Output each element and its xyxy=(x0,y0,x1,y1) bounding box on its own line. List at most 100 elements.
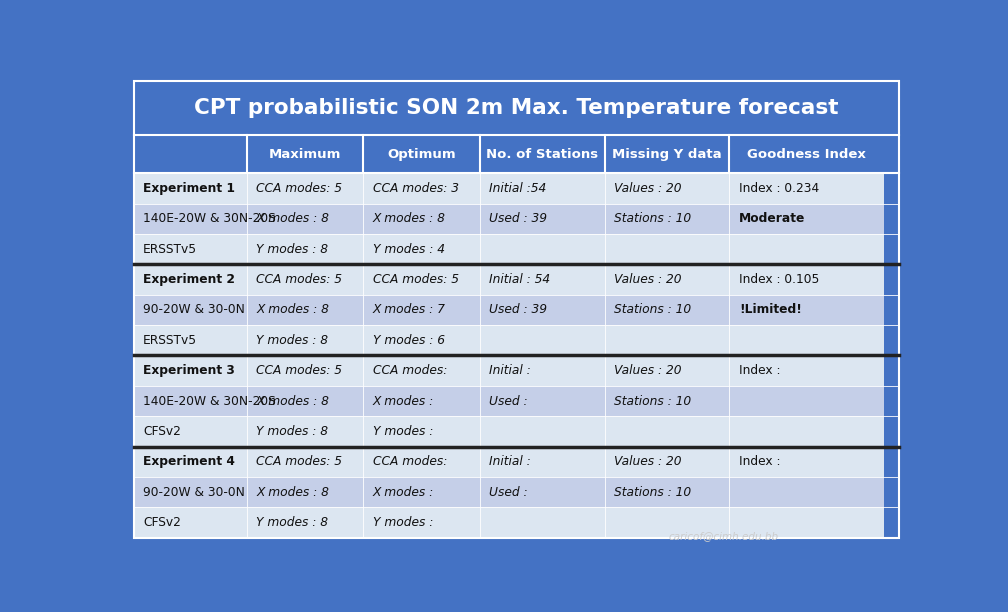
Bar xyxy=(364,264,480,295)
Text: Values : 20: Values : 20 xyxy=(614,273,681,286)
Bar xyxy=(247,325,364,356)
Bar xyxy=(134,325,247,356)
Text: Y modes : 8: Y modes : 8 xyxy=(256,334,329,347)
Bar xyxy=(364,135,480,173)
Text: Used :: Used : xyxy=(489,395,528,408)
Bar xyxy=(247,295,364,325)
Bar xyxy=(480,264,605,295)
Text: Stations : 10: Stations : 10 xyxy=(614,212,691,225)
Bar xyxy=(364,325,480,356)
Bar xyxy=(605,173,730,204)
Text: Optimum: Optimum xyxy=(387,147,456,160)
Bar xyxy=(605,477,730,507)
Text: Index :: Index : xyxy=(739,455,780,468)
Bar xyxy=(134,264,247,295)
Bar xyxy=(480,295,605,325)
Bar xyxy=(134,416,247,447)
Text: Missing Y data: Missing Y data xyxy=(612,147,722,160)
Text: CCA modes: 5: CCA modes: 5 xyxy=(256,182,343,195)
Bar xyxy=(134,135,247,173)
Bar xyxy=(247,416,364,447)
Bar xyxy=(730,416,884,447)
Text: X modes : 8: X modes : 8 xyxy=(256,395,330,408)
Text: Index : 0.234: Index : 0.234 xyxy=(739,182,820,195)
Text: Goodness Index: Goodness Index xyxy=(747,147,866,160)
Bar xyxy=(605,135,730,173)
Bar xyxy=(480,447,605,477)
Bar xyxy=(730,325,884,356)
Text: Index : 0.105: Index : 0.105 xyxy=(739,273,820,286)
Text: Values : 20: Values : 20 xyxy=(614,455,681,468)
Text: 140E-20W & 30N-20S: 140E-20W & 30N-20S xyxy=(143,212,276,225)
Text: ERSSTv5: ERSSTv5 xyxy=(143,334,198,347)
Bar xyxy=(605,507,730,537)
Text: Stations : 10: Stations : 10 xyxy=(614,485,691,499)
Text: X modes : 8: X modes : 8 xyxy=(256,304,330,316)
Text: CPT probabilistic SON 2m Max. Temperature forecast: CPT probabilistic SON 2m Max. Temperatur… xyxy=(195,97,839,118)
Bar xyxy=(134,507,247,537)
Bar xyxy=(480,204,605,234)
Text: Used : 39: Used : 39 xyxy=(489,304,547,316)
Text: CFSv2: CFSv2 xyxy=(143,425,181,438)
Bar xyxy=(605,416,730,447)
Text: Initial : 54: Initial : 54 xyxy=(489,273,550,286)
Text: CCA modes: 5: CCA modes: 5 xyxy=(256,273,343,286)
Text: Experiment 1: Experiment 1 xyxy=(143,182,235,195)
Text: X modes : 8: X modes : 8 xyxy=(373,212,446,225)
Text: Moderate: Moderate xyxy=(739,212,805,225)
Text: CCA modes: 5: CCA modes: 5 xyxy=(373,273,459,286)
Bar xyxy=(480,234,605,264)
Bar xyxy=(730,204,884,234)
Text: Stations : 10: Stations : 10 xyxy=(614,304,691,316)
Text: Experiment 2: Experiment 2 xyxy=(143,273,235,286)
Text: 90-20W & 30-0N: 90-20W & 30-0N xyxy=(143,485,245,499)
Bar xyxy=(247,356,364,386)
Text: !Limited!: !Limited! xyxy=(739,304,801,316)
Text: Index :: Index : xyxy=(739,364,780,377)
Text: CCA modes: 5: CCA modes: 5 xyxy=(256,455,343,468)
Bar xyxy=(134,234,247,264)
Bar xyxy=(247,173,364,204)
Bar xyxy=(730,295,884,325)
Bar xyxy=(134,81,899,135)
Bar xyxy=(730,386,884,416)
Text: 140E-20W & 30N-20S: 140E-20W & 30N-20S xyxy=(143,395,276,408)
Text: X modes : 8: X modes : 8 xyxy=(256,212,330,225)
Text: Y modes : 8: Y modes : 8 xyxy=(256,243,329,256)
Text: Initial :: Initial : xyxy=(489,364,531,377)
Bar xyxy=(364,173,480,204)
Bar xyxy=(364,447,480,477)
Bar xyxy=(247,204,364,234)
Bar xyxy=(605,295,730,325)
Text: Experiment 3: Experiment 3 xyxy=(143,364,235,377)
Text: Y modes : 6: Y modes : 6 xyxy=(373,334,445,347)
Bar xyxy=(480,173,605,204)
Bar xyxy=(730,477,884,507)
Bar xyxy=(605,264,730,295)
Bar xyxy=(247,507,364,537)
Bar xyxy=(605,386,730,416)
Bar xyxy=(364,356,480,386)
Bar xyxy=(134,204,247,234)
Bar xyxy=(480,325,605,356)
Bar xyxy=(247,264,364,295)
Text: X modes : 8: X modes : 8 xyxy=(256,485,330,499)
Text: No. of Stations: No. of Stations xyxy=(486,147,599,160)
Bar xyxy=(730,507,884,537)
Bar xyxy=(134,386,247,416)
Text: Y modes :: Y modes : xyxy=(373,516,433,529)
Bar xyxy=(364,204,480,234)
Text: Initial :: Initial : xyxy=(489,455,531,468)
Bar xyxy=(247,135,364,173)
Text: ERSSTv5: ERSSTv5 xyxy=(143,243,198,256)
Text: CCA modes:: CCA modes: xyxy=(373,364,448,377)
Bar xyxy=(480,386,605,416)
Text: 90-20W & 30-0N: 90-20W & 30-0N xyxy=(143,304,245,316)
Text: X modes :: X modes : xyxy=(373,485,434,499)
Bar xyxy=(480,416,605,447)
Text: Y modes : 8: Y modes : 8 xyxy=(256,425,329,438)
Bar xyxy=(730,173,884,204)
Text: CCA modes: 5: CCA modes: 5 xyxy=(256,364,343,377)
Bar xyxy=(480,135,605,173)
Bar xyxy=(730,135,884,173)
